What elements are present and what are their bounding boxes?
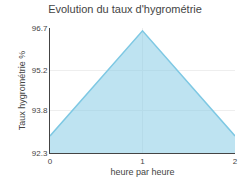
svg-text:0: 0	[48, 157, 53, 166]
svg-text:heure par heure: heure par heure	[110, 167, 174, 177]
svg-text:2: 2	[233, 157, 238, 166]
svg-text:1: 1	[140, 157, 145, 166]
svg-text:Evolution du taux d'hygrométri: Evolution du taux d'hygrométrie	[48, 3, 202, 15]
svg-text:96.7: 96.7	[32, 24, 48, 33]
svg-text:92.3: 92.3	[32, 149, 48, 158]
svg-text:93.8: 93.8	[32, 106, 48, 115]
svg-text:Taux hygrométrie %: Taux hygrométrie %	[17, 51, 27, 131]
svg-text:95.2: 95.2	[32, 66, 48, 75]
